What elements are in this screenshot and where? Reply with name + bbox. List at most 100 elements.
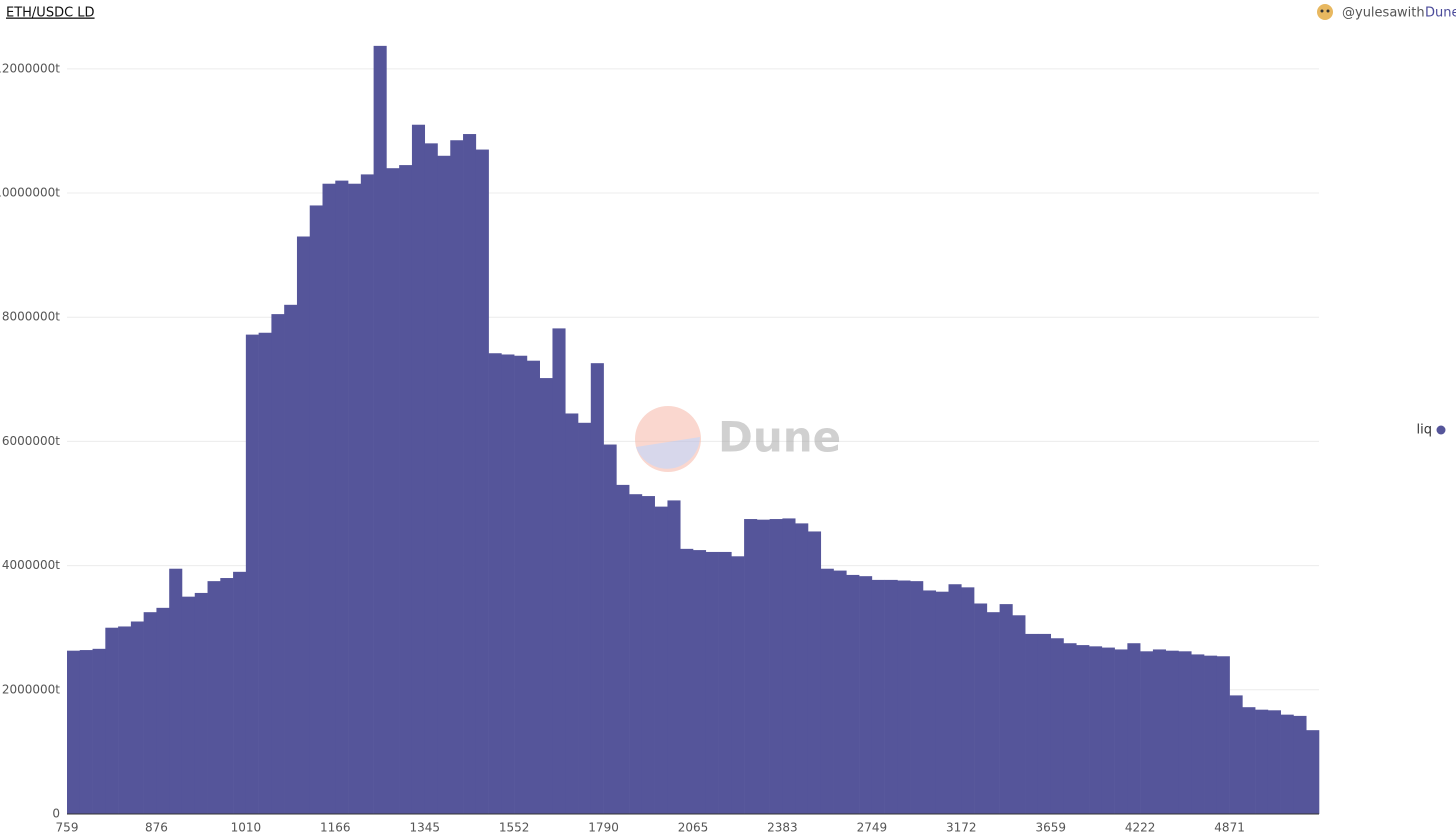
bar [846, 574, 860, 814]
bar [463, 134, 477, 814]
bar [207, 581, 221, 814]
y-tick-label: 4000000t [2, 558, 60, 572]
bar [705, 551, 719, 814]
bar [782, 518, 796, 814]
legend[interactable]: liq [1417, 423, 1446, 438]
bar [1280, 714, 1294, 814]
bar [565, 413, 579, 814]
bar [181, 596, 196, 814]
x-tick-label: 1010 [231, 821, 262, 835]
bar [1140, 651, 1154, 814]
bar [220, 578, 234, 814]
bar [999, 604, 1013, 814]
bar [1012, 615, 1026, 814]
x-tick-label: 1345 [409, 821, 440, 835]
bar [641, 496, 655, 814]
bar [654, 506, 668, 814]
bar [386, 168, 400, 814]
bar [92, 648, 106, 814]
attribution-user[interactable]: @yulesa [1342, 6, 1397, 21]
bar [1025, 633, 1039, 814]
bar [1178, 651, 1192, 814]
y-tick-label: 0 [52, 807, 60, 821]
bar [539, 378, 553, 814]
bar [731, 556, 745, 814]
bar [986, 612, 1000, 814]
bar [1114, 649, 1128, 814]
bar [820, 568, 834, 814]
bar [399, 165, 413, 814]
bar [1089, 646, 1103, 814]
bar [1242, 707, 1256, 814]
y-tick-label: 8000000t [2, 310, 60, 324]
bar [1191, 654, 1205, 814]
bar [284, 304, 298, 814]
bar [1267, 710, 1281, 814]
bar [1229, 695, 1243, 814]
bar [143, 612, 157, 814]
chart-title[interactable]: ETH/USDC LD [6, 6, 95, 21]
bar [884, 579, 898, 814]
bar [590, 363, 604, 814]
bar [1293, 715, 1307, 814]
bar [1050, 638, 1064, 814]
bar [67, 650, 81, 814]
bar [1127, 643, 1141, 814]
legend-swatch [1436, 425, 1446, 435]
attribution-with: with [1397, 6, 1425, 21]
bar [1165, 650, 1179, 814]
bar [948, 584, 962, 814]
x-tick-label: 1552 [499, 821, 530, 835]
bar [233, 571, 247, 814]
x-tick-label: 4222 [1125, 821, 1156, 835]
bar [271, 314, 285, 814]
bar [322, 183, 336, 814]
bar [514, 355, 528, 814]
bar [795, 523, 809, 814]
watermark-text: Dune [718, 413, 841, 462]
bar [450, 140, 464, 814]
bar [424, 143, 438, 814]
bar [910, 581, 924, 814]
bar [974, 603, 988, 814]
x-tick-label: 876 [145, 821, 168, 835]
watermark: Dune [635, 406, 841, 472]
bar [629, 494, 643, 814]
bar [437, 155, 451, 815]
attribution-brand[interactable]: Dune [1425, 6, 1456, 21]
bar [309, 205, 323, 815]
bar [335, 180, 349, 814]
y-tick-label: 2000000t [2, 682, 60, 696]
bar [961, 587, 975, 814]
bar [897, 580, 911, 814]
x-tick-label: 3659 [1035, 821, 1066, 835]
bar [680, 548, 694, 814]
legend-label: liq [1417, 423, 1432, 438]
bar [475, 149, 489, 814]
bar [488, 353, 502, 814]
bar [373, 45, 387, 814]
plot-area: 0 2000000t 4000000t 6000000t 8000000t 1000000… [0, 45, 1320, 835]
bar [296, 236, 311, 814]
bar [1216, 656, 1230, 814]
bar [194, 592, 208, 814]
bar [922, 590, 937, 814]
bar [807, 531, 822, 814]
bar [526, 360, 540, 814]
bar [118, 626, 132, 814]
x-tick-label: 1166 [320, 821, 351, 835]
bar [1152, 649, 1166, 814]
bar [871, 579, 885, 814]
bar [169, 568, 183, 814]
avatar [1317, 4, 1333, 20]
bar [360, 174, 374, 815]
bar [718, 551, 732, 814]
bar [1101, 647, 1115, 814]
x-tick-label: 2383 [767, 821, 798, 835]
y-tick-label: 10000000t [0, 186, 60, 200]
bar [1306, 730, 1320, 814]
y-tick-label: 12000000t [0, 61, 60, 75]
bar [1037, 633, 1052, 814]
